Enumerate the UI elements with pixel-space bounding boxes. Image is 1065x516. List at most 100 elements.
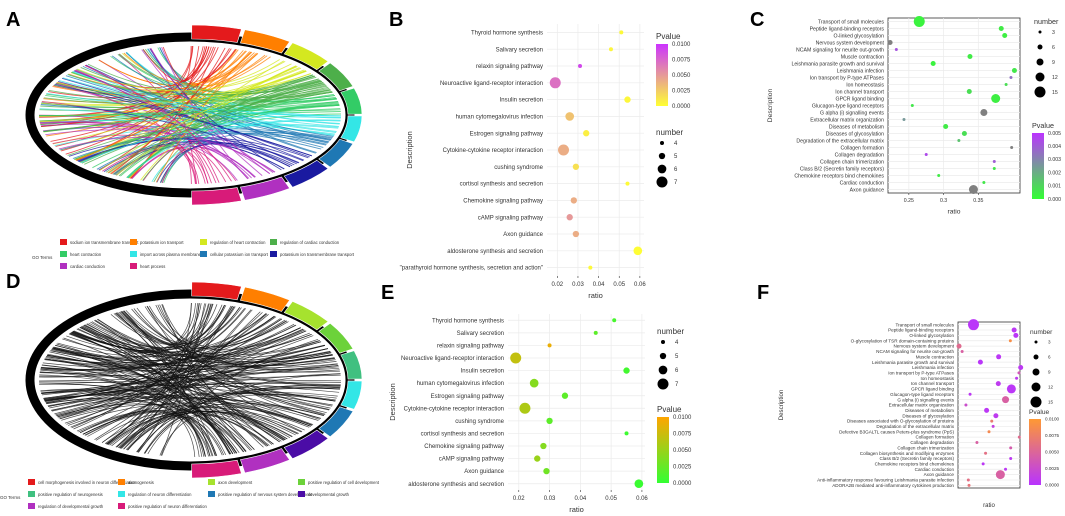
color-bar-tick-label: 0.0025 (672, 89, 691, 95)
size-legend-dot (660, 141, 664, 145)
data-point (566, 214, 573, 221)
size-legend-label: 6 (1048, 355, 1051, 360)
category-label: cushing syndrome (494, 165, 543, 171)
chord-link (156, 142, 300, 183)
chord-link (136, 384, 341, 453)
chord-arc-5 (340, 350, 363, 380)
legend-label: positive regulation of nervous system de… (218, 492, 313, 497)
data-point (583, 130, 590, 137)
data-point (612, 318, 617, 323)
category-label: Ion channel transport (835, 89, 884, 95)
data-point (977, 359, 983, 365)
y-axis-title: Description (388, 383, 397, 421)
data-point (943, 124, 949, 129)
category-label: Muscle contraction (916, 354, 955, 359)
color-bar-tick-label: 0.0000 (1045, 483, 1059, 488)
data-point (1018, 365, 1024, 371)
data-point (887, 40, 893, 45)
category-label: Diseases of metabolism (905, 408, 954, 413)
chord-link (76, 138, 293, 167)
chord-arc-1 (191, 281, 242, 301)
category-label: Glucagon-type ligand receptors (890, 392, 955, 397)
chord-link (76, 68, 337, 132)
chord-link (41, 391, 223, 456)
size-legend-label: 15 (1048, 400, 1054, 405)
chord-link (86, 304, 218, 349)
data-point (968, 319, 979, 331)
category-label: Leishmania parasite growth and survival (791, 61, 884, 67)
chord-link (39, 374, 247, 452)
chord-arc-8 (283, 159, 329, 188)
data-point (1009, 457, 1013, 461)
category-label: "parathyroid hormone synthesis, secretio… (400, 266, 543, 272)
panel-letter-e: E (381, 282, 394, 304)
size-legend-label: 9 (1052, 60, 1055, 66)
chord-arc-1 (191, 24, 242, 43)
category-label: Ion transport by P-type ATPases (810, 75, 885, 81)
chord-link (146, 306, 273, 445)
category-label: cAMP signaling pathway (439, 457, 504, 463)
data-point (984, 407, 990, 413)
category-label: Extracellular matrix organization (810, 117, 884, 123)
data-point (987, 430, 991, 434)
legend-label: cardiac conduction (70, 264, 106, 269)
data-point (975, 440, 979, 444)
chord-link (162, 45, 192, 81)
size-legend-dot (657, 164, 667, 174)
category-label: Muscle contraction (841, 54, 884, 60)
data-point (964, 403, 968, 407)
data-point (910, 104, 914, 107)
panel-letter-c: C (750, 9, 764, 31)
category-label: Axon guidance (503, 232, 543, 238)
chord-link (39, 120, 336, 135)
legend-swatch (200, 251, 207, 257)
category-label: Ion channel transport (911, 381, 955, 386)
data-point (529, 378, 539, 388)
data-point (913, 16, 925, 27)
legend-label: positive regulation of neurogenesis (38, 492, 103, 497)
data-point (1006, 384, 1016, 394)
category-label: Peptide ligand-binding receptors (888, 328, 955, 333)
data-point (937, 174, 941, 177)
color-bar-tick-label: 0.0000 (672, 104, 691, 110)
chord-link (127, 119, 341, 179)
data-point (624, 96, 631, 103)
color-bar-tick-label: 0.001 (1048, 184, 1061, 190)
data-point (961, 131, 967, 136)
category-label: Chemokine receptors bind chemokines (875, 462, 955, 467)
category-label: Leishmania parasite growth and survival (872, 360, 954, 365)
data-point (968, 185, 978, 194)
chord-link (161, 338, 319, 456)
category-label: human cytomegalovirus infection (417, 381, 504, 387)
data-point (967, 54, 973, 59)
legend-label: potassium ion transmembrane transport (280, 252, 355, 257)
data-point (570, 197, 577, 204)
legend-label: import across plasma membrane (140, 252, 202, 257)
legend-swatch (28, 503, 35, 509)
category-label: Cytokine-cytokine receptor interaction (443, 148, 543, 154)
size-legend-title: number (1034, 17, 1059, 26)
chord-link (55, 344, 240, 453)
size-legend-label: 3 (1052, 30, 1055, 36)
chord-arc-9 (240, 448, 291, 474)
chord-link (120, 403, 324, 449)
chord-arc-3 (283, 300, 329, 331)
category-label: Salivary secretion (457, 331, 504, 337)
data-point (547, 343, 552, 348)
chord-link (47, 396, 310, 428)
chord-link (120, 101, 339, 177)
chord-link (111, 55, 334, 137)
size-legend-label: 6 (675, 368, 679, 374)
chord-link (52, 347, 255, 450)
data-point (966, 89, 972, 94)
chord-arc-3 (283, 42, 329, 71)
color-legend-title: Pvalue (657, 405, 682, 414)
data-point (1010, 146, 1014, 149)
size-legend-dot (1037, 44, 1043, 50)
chord-link (131, 147, 227, 183)
category-label: G alpha (i) signalling events (820, 110, 884, 116)
data-point (1015, 376, 1019, 380)
data-point (578, 64, 583, 68)
